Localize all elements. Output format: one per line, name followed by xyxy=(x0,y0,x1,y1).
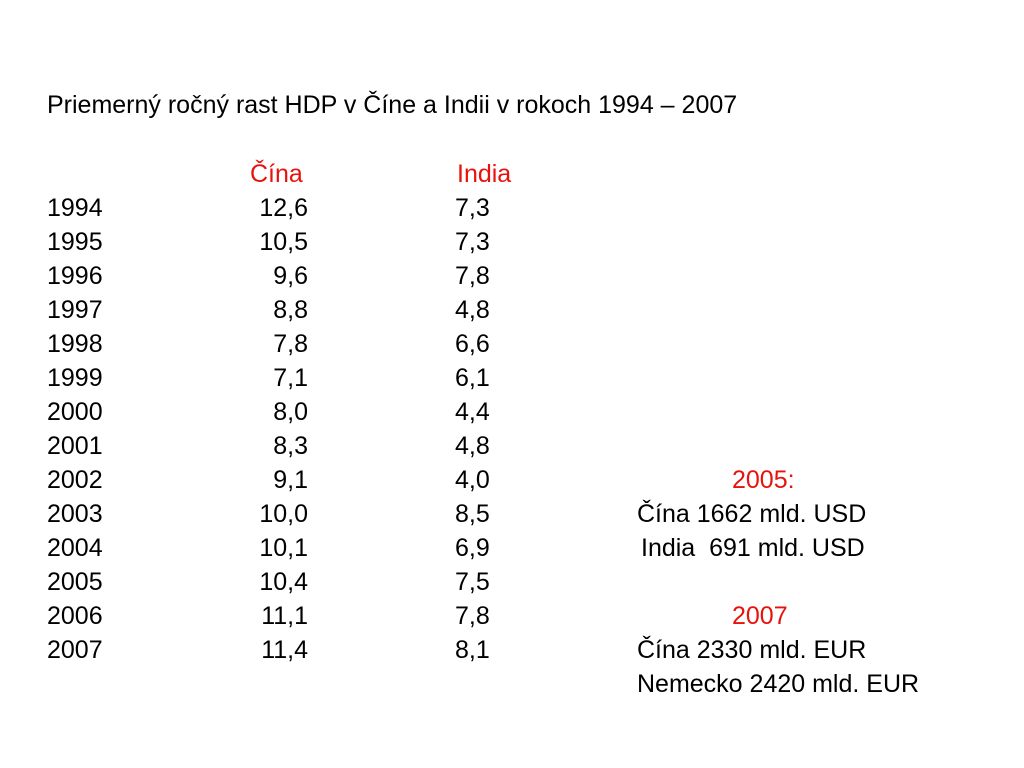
row-china-value: 9,6 xyxy=(273,262,308,290)
note-germany-2007: Nemecko 2420 mld. EUR xyxy=(637,670,920,698)
row-india-value: 6,6 xyxy=(455,330,490,358)
row-year: 2000 xyxy=(47,398,103,426)
row-india-value: 7,8 xyxy=(455,602,490,630)
row-china-value: 10,0 xyxy=(259,500,308,528)
note-india-2005: India 691 mld. USD xyxy=(641,534,865,562)
column-header-china: Čína xyxy=(250,160,303,188)
row-india-value: 4,8 xyxy=(455,432,490,460)
row-year: 2001 xyxy=(47,432,103,460)
note-2005-label: 2005: xyxy=(732,466,795,494)
row-year: 2002 xyxy=(47,466,103,494)
row-year: 2005 xyxy=(47,568,103,596)
row-china-value: 11,4 xyxy=(261,636,308,664)
column-header-india: India xyxy=(457,160,512,188)
row-china-value: 7,1 xyxy=(273,364,308,392)
row-india-value: 6,9 xyxy=(455,534,490,562)
row-india-value: 4,4 xyxy=(455,398,490,426)
row-china-value: 8,8 xyxy=(273,296,308,324)
row-year: 1997 xyxy=(47,296,103,324)
row-year: 1998 xyxy=(47,330,103,358)
slide-title: Priemerný ročný rast HDP v Číne a Indii … xyxy=(47,91,738,119)
row-india-value: 7,3 xyxy=(455,194,490,222)
row-india-value: 8,5 xyxy=(455,500,490,528)
row-year: 1994 xyxy=(47,194,103,222)
note-2007-label: 2007 xyxy=(732,602,788,630)
row-china-value: 11,1 xyxy=(261,602,308,630)
row-india-value: 4,0 xyxy=(455,466,490,494)
row-india-value: 6,1 xyxy=(455,364,490,392)
row-china-value: 8,0 xyxy=(273,398,308,426)
row-india-value: 4,8 xyxy=(455,296,490,324)
row-china-value: 7,8 xyxy=(273,330,308,358)
row-year: 2004 xyxy=(47,534,103,562)
row-year: 1999 xyxy=(47,364,103,392)
row-china-value: 10,5 xyxy=(259,228,308,256)
row-year: 1995 xyxy=(47,228,103,256)
row-india-value: 7,5 xyxy=(455,568,490,596)
row-china-value: 10,4 xyxy=(259,568,308,596)
row-year: 2003 xyxy=(47,500,103,528)
row-year: 2006 xyxy=(47,602,103,630)
row-china-value: 8,3 xyxy=(273,432,308,460)
row-india-value: 7,8 xyxy=(455,262,490,290)
row-china-value: 9,1 xyxy=(273,466,308,494)
row-india-value: 8,1 xyxy=(455,636,490,664)
row-china-value: 12,6 xyxy=(259,194,308,222)
row-india-value: 7,3 xyxy=(455,228,490,256)
row-year: 2007 xyxy=(47,636,103,664)
note-china-2007: Čína 2330 mld. EUR xyxy=(637,636,867,664)
row-year: 1996 xyxy=(47,262,103,290)
row-china-value: 10,1 xyxy=(259,534,308,562)
note-china-2005: Čína 1662 mld. USD xyxy=(637,500,867,528)
